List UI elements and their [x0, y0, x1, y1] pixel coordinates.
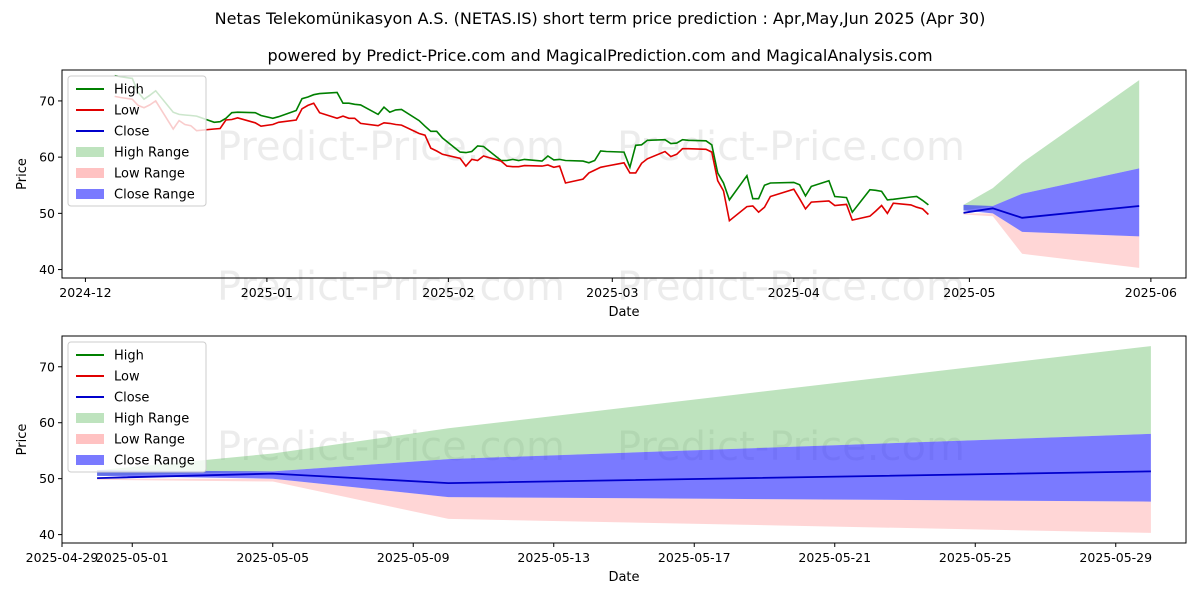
legend-high-label: High: [114, 349, 144, 364]
legend-close-range-swatch: [76, 189, 104, 199]
y-tick-label: 50: [39, 206, 55, 221]
x-tick-label: 2025-05-21: [798, 550, 871, 565]
plot-frame: [61, 335, 1187, 544]
legend-high-range-label: High Range: [114, 412, 189, 427]
x-tick-label: 2025-04: [768, 285, 820, 300]
x-tick-label: 2025-05-25: [939, 550, 1012, 565]
high-range-band: [97, 346, 1151, 476]
legend-low-range-label: Low Range: [114, 167, 185, 182]
chart-title: Netas Telekomünikasyon A.S. (NETAS.IS) s…: [214, 9, 986, 28]
x-tick-label: 2025-05: [943, 285, 995, 300]
close-range-band: [97, 433, 1151, 502]
x-tick-label: 2025-05-13: [517, 550, 590, 565]
x-axis-label: Date: [608, 305, 639, 320]
x-tick-label: 2025-05-29: [1079, 550, 1152, 565]
legend-low-range-swatch: [76, 168, 104, 178]
legend-high-range-swatch: [76, 413, 104, 423]
y-tick-label: 40: [39, 527, 55, 542]
y-tick-label: 60: [39, 415, 55, 430]
x-tick-label: 2025-01: [241, 285, 293, 300]
low-range-band: [963, 213, 1140, 268]
x-tick-label: 2025-05-09: [377, 550, 450, 565]
x-tick-label: 2025-05-01: [96, 550, 169, 565]
high-series-line: [114, 74, 929, 214]
high-range-band: [963, 80, 1140, 211]
low-range-band: [97, 478, 1151, 533]
legend-high-range-swatch: [76, 147, 104, 157]
y-tick-label: 40: [39, 262, 55, 277]
legend-close-range-label: Close Range: [114, 454, 195, 469]
x-tick-label: 2025-02: [422, 285, 474, 300]
watermark-text: Predict-Price.com: [617, 124, 965, 170]
close-range-band: [963, 168, 1140, 237]
x-tick-label: 2025-05-05: [236, 550, 309, 565]
y-tick-label: 70: [39, 359, 55, 374]
y-tick-label: 50: [39, 471, 55, 486]
legend-high-label: High: [114, 83, 144, 98]
y-axis-label: Price: [15, 158, 30, 190]
legend-close-label: Close: [114, 125, 149, 140]
legend-low-range-swatch: [76, 434, 104, 444]
chart-subtitle: powered by Predict-Price.com and Magical…: [267, 46, 933, 65]
legend-high-range-label: High Range: [114, 146, 189, 161]
legend-close-range-swatch: [76, 455, 104, 465]
x-tick-label: 2025-06: [1125, 285, 1177, 300]
close-series-line: [963, 205, 1140, 219]
close-series-line: [97, 470, 1151, 485]
x-tick-label: 2025-03: [586, 285, 638, 300]
watermark-text: Predict-Price.com: [217, 264, 565, 310]
y-tick-label: 60: [39, 150, 55, 165]
plot-frame: [61, 69, 1187, 279]
watermark-text: Predict-Price.com: [617, 264, 965, 310]
x-axis-label: Date: [608, 570, 639, 585]
low-series-line: [114, 95, 929, 223]
x-tick-label: 2025-05-17: [658, 550, 731, 565]
y-tick-label: 70: [39, 93, 55, 108]
legend-close-label: Close: [114, 391, 149, 406]
legend-low-range-label: Low Range: [114, 433, 185, 448]
legend-low-label: Low: [114, 370, 140, 385]
x-tick-label: 2025-04-29: [26, 550, 99, 565]
x-tick-label: 2024-12: [59, 285, 111, 300]
watermark-text: Predict-Price.com: [217, 124, 565, 170]
legend-close-range-label: Close Range: [114, 188, 195, 203]
legend-low-label: Low: [114, 104, 140, 119]
y-axis-label: Price: [15, 424, 30, 456]
